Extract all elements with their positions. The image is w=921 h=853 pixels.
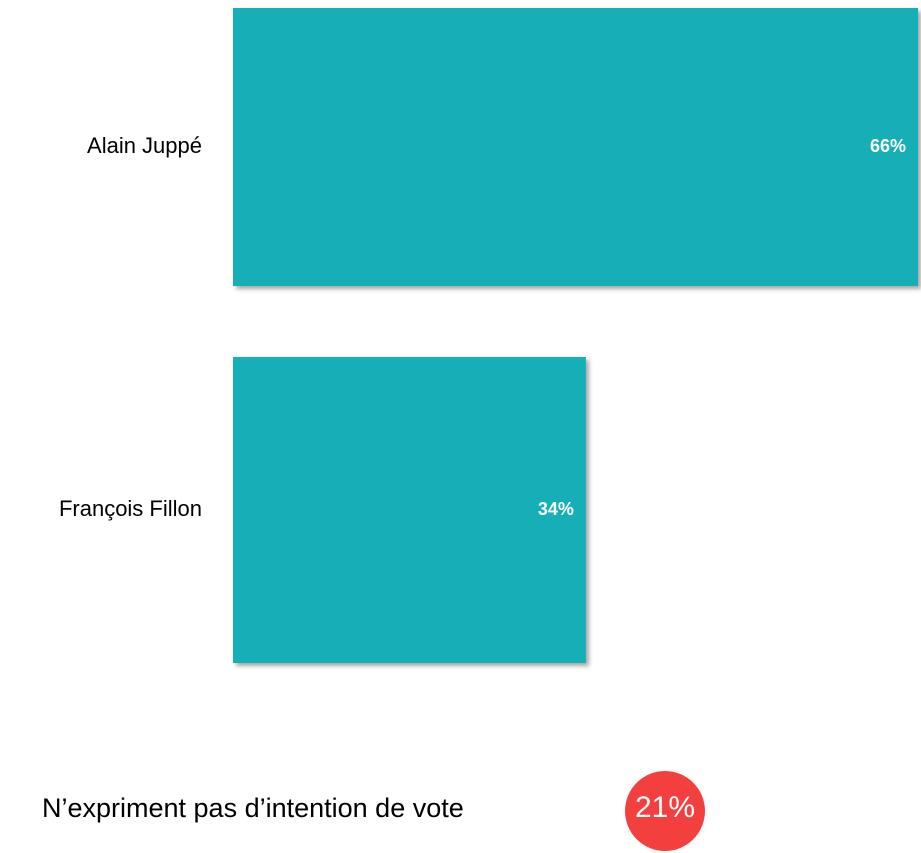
bar xyxy=(233,357,586,663)
annotation-badge xyxy=(625,771,705,851)
annotation-value: 21% xyxy=(635,791,695,824)
bar xyxy=(233,8,918,286)
value-label: 34% xyxy=(538,499,574,519)
annotation-text: N’expriment pas d’intention de vote xyxy=(42,793,464,823)
category-label: Alain Juppé xyxy=(87,133,202,158)
value-label: 66% xyxy=(870,136,906,156)
category-label: François Fillon xyxy=(59,496,202,521)
